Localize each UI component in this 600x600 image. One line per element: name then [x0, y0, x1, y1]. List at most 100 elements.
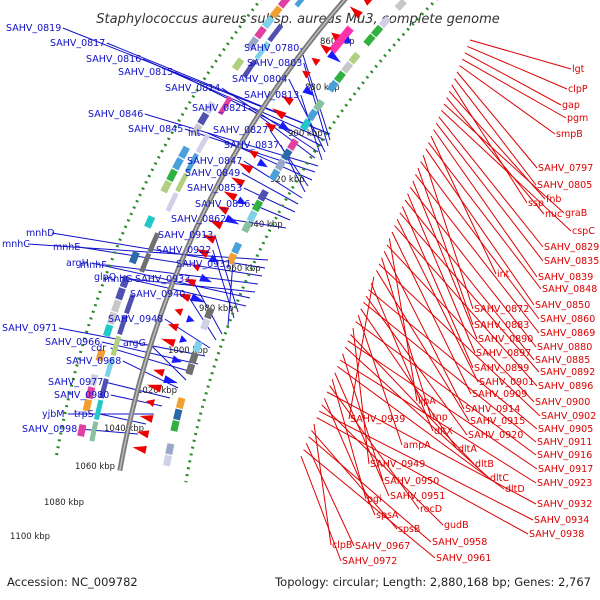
- left-leader-line: [288, 78, 326, 153]
- right-leader-line: [430, 135, 497, 275]
- kbp-tick-label: 960 kbp: [226, 264, 261, 274]
- outer-feature-band: [85, 386, 96, 400]
- cog-band: [99, 378, 109, 399]
- right-leader-line: [318, 410, 534, 521]
- left-gene-label: SAHV_0980: [54, 390, 109, 401]
- gene-tracks: [132, 0, 373, 454]
- left-gene-label: SAHV_0922: [156, 245, 211, 256]
- inner-feature-band: [188, 351, 199, 364]
- right-gene-label: SAHV_0915: [470, 416, 525, 427]
- kbp-tick-label: 900 kbp: [288, 129, 323, 139]
- outer-feature-band: [111, 299, 122, 313]
- right-gene-label: SAHV_0909: [472, 389, 527, 400]
- right-leader-line: [469, 39, 572, 70]
- reverse-gene: [136, 430, 150, 439]
- kbp-tick-label: 1020 kbp: [137, 386, 177, 396]
- kbp-tick-label: 880 kbp: [305, 83, 340, 93]
- inner-feature-band: [226, 252, 238, 266]
- cog-band: [165, 192, 179, 213]
- inner-feature-band: [313, 98, 325, 112]
- inner-feature-band: [163, 454, 172, 467]
- right-gene-label: SAHV_0860: [540, 314, 595, 325]
- kbp-tick-label: 980 kbp: [199, 304, 234, 314]
- right-gene-label: SAHV_0932: [537, 499, 592, 510]
- outer-feature-band: [178, 145, 190, 160]
- cog-band: [139, 252, 152, 273]
- right-leader-line: [441, 110, 572, 232]
- right-gene-label: dltD: [505, 484, 525, 495]
- right-leader-line: [311, 430, 398, 530]
- inner-feature-band: [246, 209, 258, 223]
- right-leader-line: [435, 122, 544, 262]
- left-gene-label: SAHV_0827: [213, 125, 268, 136]
- right-gene-label: pgm: [567, 113, 588, 124]
- inner-feature-band: [204, 307, 215, 320]
- right-gene-label: clpP: [568, 84, 588, 95]
- right-gene-label: SAHV_0885: [535, 355, 590, 366]
- left-leader-line: [186, 293, 217, 341]
- cog-band: [147, 232, 160, 253]
- right-leader-line: [347, 340, 538, 470]
- inner-feature-band: [363, 33, 376, 47]
- gene-labels: SAHV_0819 SAHV_0817 SAHV_0816 SAHV_0815 SAHV…: [2, 23, 599, 567]
- reverse-gene: [178, 293, 192, 302]
- left-gene-label: int: [188, 128, 201, 139]
- right-gene-label: SAHV_0835: [544, 256, 599, 267]
- left-leader-line: [99, 413, 147, 425]
- outer-feature-band: [95, 348, 106, 362]
- cog-band: [294, 0, 305, 8]
- left-gene-label: glpQ: [94, 272, 116, 283]
- inner-feature-band: [287, 138, 299, 151]
- left-gene-label: SAHV_0977: [48, 377, 103, 388]
- topology-text: Topology: circular; Length: 2,880,168 bp…: [274, 575, 591, 589]
- right-leader-line: [334, 372, 390, 497]
- left-gene-label: argG: [123, 338, 146, 349]
- inner-feature-band: [333, 70, 346, 84]
- inner-feature-band: [252, 199, 264, 213]
- reverse-gene: [153, 369, 165, 377]
- reverse-gene-shape: [282, 95, 294, 106]
- left-leader-line: [243, 187, 296, 213]
- inner-feature-band: [274, 158, 287, 172]
- forward-gene-shape: [171, 355, 182, 363]
- reverse-gene-shape: [320, 44, 332, 55]
- right-leader-line: [344, 346, 490, 479]
- right-leader-line: [425, 148, 535, 306]
- left-gene-label: SAHV_0847: [187, 156, 242, 167]
- right-leader-line: [352, 327, 370, 465]
- left-gene-label: SAHV_0853: [187, 183, 242, 194]
- right-gene-label: dltA: [458, 444, 477, 455]
- outer-feature-band: [115, 287, 126, 301]
- left-leader-line: [241, 172, 299, 205]
- forward-gene: [208, 254, 219, 263]
- cog-band: [267, 23, 284, 43]
- cog-band: [124, 293, 136, 315]
- left-leader-line: [300, 94, 323, 161]
- reverse-gene-shape: [145, 399, 155, 408]
- right-gene-label: spsB: [398, 524, 420, 535]
- forward-gene-shape: [302, 85, 315, 97]
- reverse-gene-shape: [238, 162, 254, 174]
- right-gene-label: SAHV_0916: [537, 450, 592, 461]
- left-gene-label: trpS: [74, 409, 94, 420]
- right-gene-label: SAHV_0848: [542, 284, 597, 295]
- right-gene-label: SAHV_0839: [538, 272, 593, 283]
- cog-band: [185, 152, 199, 173]
- left-leader-line: [106, 42, 331, 135]
- right-gene-label: SAHV_0961: [436, 553, 491, 564]
- left-gene-label: SAHV_0856: [195, 199, 250, 210]
- left-gene-label: mnhE: [53, 242, 80, 253]
- right-gene-label: SAHV_0911: [537, 437, 592, 448]
- right-gene-label: SAHV_0850: [535, 300, 590, 311]
- right-gene-label: SAHV_0900: [535, 397, 590, 408]
- left-leader-line: [122, 360, 179, 389]
- cog-band: [195, 133, 210, 154]
- left-leader-line: [227, 218, 287, 229]
- inner-feature-band: [341, 61, 354, 74]
- left-gene-label: SAHV_0933: [135, 274, 190, 285]
- right-gene-label: dltC: [490, 473, 509, 484]
- right-leader-line: [337, 365, 505, 490]
- inner-feature-band: [257, 189, 269, 202]
- right-gene-label: graB: [565, 208, 587, 219]
- right-gene-label: ssp: [528, 198, 544, 209]
